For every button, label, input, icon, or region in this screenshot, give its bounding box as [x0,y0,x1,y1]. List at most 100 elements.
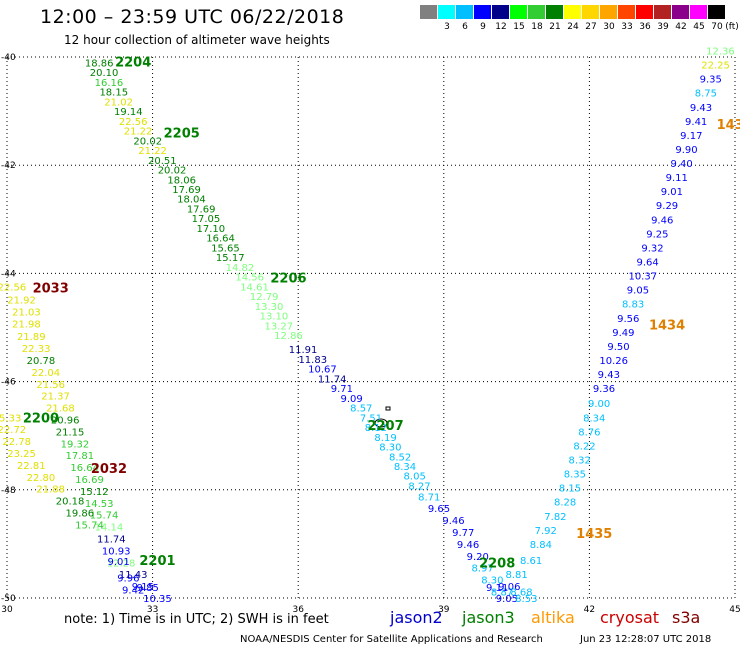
wave-height-value: 9.56 [617,314,639,325]
legend-label: 12 [495,22,507,32]
wave-height-value: 21.98 [12,320,41,331]
wave-height-value: 9.06 [498,582,520,593]
satellite-label-s3a: s3a [672,608,701,627]
satellite-label-altika: altika [531,608,575,627]
wave-height-value: 21.15 [56,427,85,438]
legend-swatch [636,5,653,19]
footer-note: note: 1) Time is in UTC; 2) SWH is in fe… [64,612,329,627]
legend-label: 18 [531,22,543,32]
wave-height-value: 21.56 [36,380,65,391]
satellite-label-jason2: jason2 [390,608,443,627]
wave-height-value: 9.46 [651,215,673,226]
wave-height-value: 20.18 [56,497,85,508]
wave-height-value: 21.22 [124,127,153,138]
wave-height-value: 18.06 [167,175,196,186]
wave-height-value: 12.36 [706,47,735,58]
wave-height-value: 11.91 [289,345,318,356]
wave-height-value: 8.32 [569,456,591,467]
wave-height-value: 21.22 [138,146,167,157]
legend-label: 9 [480,22,486,32]
wave-height-value: 22.80 [27,473,56,484]
wave-height-value: 9.42 [122,585,144,596]
wave-height-value: 21.92 [7,295,36,306]
wave-height-value: 22.56 [0,282,26,293]
wave-height-value: 14.56 [235,273,264,284]
wave-height-value: 12.86 [274,331,303,342]
wave-height-value: 23.25 [7,449,36,460]
pass-time-label: 2204 [115,55,151,70]
wave-height-value: 19.86 [65,509,94,520]
legend-swatch [420,5,437,19]
wave-height-value: 11.43 [119,570,148,581]
legend-label: 24 [567,22,579,32]
wave-height-value: 22.78 [2,437,31,448]
legend-label: 30 [603,22,615,32]
wave-height-value: 20.51 [148,156,177,167]
pass-time-label: 2207 [367,419,403,434]
wave-height-value: 20.96 [51,415,80,426]
legend-label: 27 [585,22,597,32]
wave-height-value: 9.43 [690,103,712,114]
wave-height-value: 9.01 [107,557,129,568]
pass-time-label: 2205 [164,127,200,142]
wave-height-value: 15.74 [75,520,104,531]
legend-label: 33 [621,22,633,32]
legend-swatch [654,5,671,19]
wave-height-value: 8.81 [505,570,527,581]
wave-height-value: 8.71 [418,492,440,503]
legend-label: 3 [444,22,450,32]
pass-time-label: 2201 [139,554,175,569]
pass-time-label: 1435 [576,527,612,542]
wave-height-value: 19.32 [61,439,90,450]
lat-tick-label: -50 [1,594,16,604]
wave-height-value: 18.86 [85,58,114,69]
wave-height-value: 7.82 [544,512,566,523]
wave-height-value: 13.30 [255,302,284,313]
legend-label: 42 [675,22,687,32]
wave-height-value: 21.88 [36,485,65,496]
pass-time-label: 1434 [649,318,685,333]
legend-swatch [690,5,707,19]
wave-height-value: 8.83 [622,300,644,311]
wave-height-value: 8.97 [471,564,493,575]
lat-tick-label: -48 [1,486,16,496]
legend-swatch [618,5,635,19]
wave-height-value: 16.69 [75,475,104,486]
legend-swatch [672,5,689,19]
legend-label: 36 [639,22,651,32]
wave-height-value: 8.57 [350,404,372,415]
wave-height-value: 9.17 [680,131,702,142]
wave-height-value: 21.02 [104,97,133,108]
wave-height-value: 8.84 [530,540,552,551]
page-title: 12:00 – 23:59 UTC 06/22/2018 [40,6,345,28]
wave-height-value: 10.93 [102,546,131,557]
wave-height-value: 17.05 [192,214,221,225]
wave-height-value: 8.75 [695,89,717,100]
legend-label: 6 [462,22,468,32]
wave-height-value: 9.15 [132,582,154,593]
wave-height-value: 9.09 [340,394,362,405]
wave-height-value: 8.30 [481,576,503,587]
legend-swatch [474,5,491,19]
wave-height-value: 12.28 [107,558,136,569]
wave-height-value: 22.33 [22,344,51,355]
legend-label: 39 [657,22,669,32]
island-outline-small [385,406,391,411]
legend-label: 21 [549,22,561,32]
wave-height-value: 9.20 [467,552,489,563]
wave-height-value: 21.68 [46,404,75,415]
generated-timestamp: Jun 23 12:28:07 UTC 2018 [580,634,712,645]
wave-height-value: 8.12 [365,423,387,434]
legend-swatch [600,5,617,19]
pass-time-label: 2032 [91,462,127,477]
wave-height-value: 14.82 [226,263,255,274]
pass-time-label: 2200 [23,411,59,426]
legend-label: 15 [513,22,525,32]
wave-height-value: 7.51 [360,413,382,424]
satellite-label-cryosat: cryosat [600,608,660,627]
wave-height-value: 9.25 [646,229,668,240]
wave-height-value: 17.10 [197,224,226,235]
wave-height-value: 15.65 [211,243,240,254]
